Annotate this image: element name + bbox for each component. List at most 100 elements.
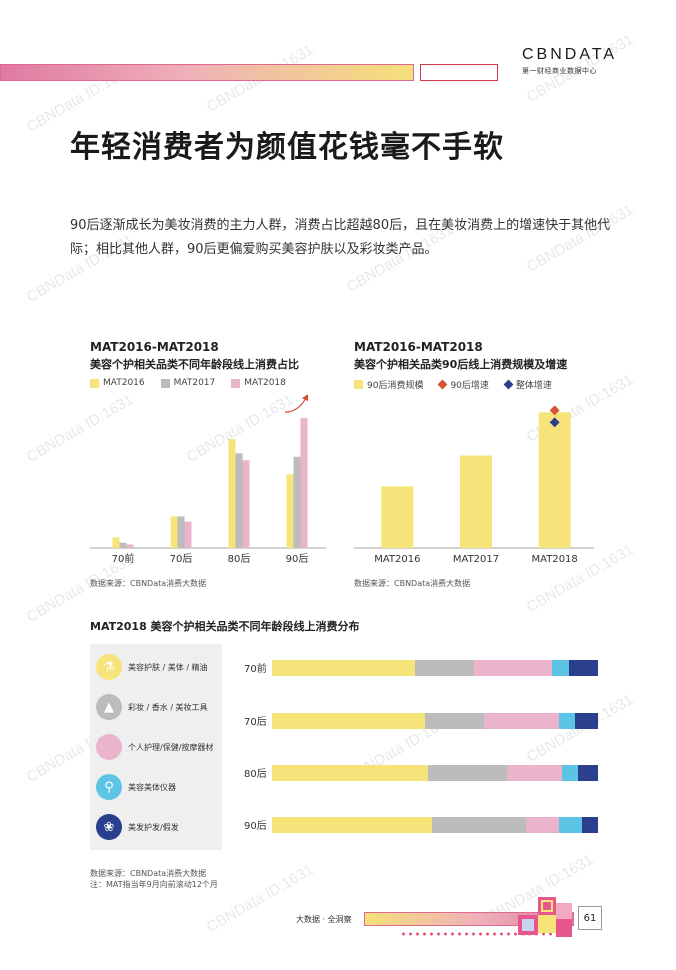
page-title: 年轻消费者为颜值花钱毫不手软 <box>70 130 504 165</box>
category-label: 个人护理/保健/按摩器材 <box>128 742 214 752</box>
legend-item: MAT2018 <box>231 378 286 388</box>
x-tick-label: 90后 <box>286 553 309 565</box>
chart2-period: MAT2016-MAT2018 <box>354 340 483 354</box>
deco-block <box>556 903 572 919</box>
stack-segment-90后-3 <box>558 817 582 833</box>
row-label: 90后 <box>244 821 267 832</box>
stack-segment-80后-4 <box>578 765 598 781</box>
source-note: 注：MAT指当年9月向前滚动12个月 <box>90 880 218 889</box>
x-tick-label: MAT2017 <box>453 554 499 565</box>
hair-care-icon: ❀ <box>96 814 122 840</box>
x-tick-label: 80后 <box>228 553 251 565</box>
category-label: 美容美体仪器 <box>128 782 176 792</box>
category-label: 彩妆 / 香水 / 美妆工具 <box>128 702 208 712</box>
chart1-source: 数据来源：CBNData消费大数据 <box>90 579 207 588</box>
deco-block <box>538 897 556 915</box>
deco-block <box>538 915 556 933</box>
bar-70前-MAT2017 <box>119 542 127 548</box>
bar-90后-MAT2017 <box>293 456 301 548</box>
legend-swatch <box>90 378 99 388</box>
stacked-bar-70前 <box>272 660 598 676</box>
stack-segment-80后-1 <box>428 765 507 781</box>
category-skincare: ⚗ 美容护肤 / 美体 / 精油 <box>96 654 208 680</box>
page-number: 61 <box>578 906 602 930</box>
row-label: 70前 <box>244 664 267 675</box>
bar-MAT2017 <box>460 455 492 548</box>
stack-segment-70前-2 <box>474 660 553 676</box>
legend-item: 整体增速 <box>503 378 552 391</box>
brand-logo: CBNDATA 第一财经商业数据中心 <box>522 46 618 86</box>
stacked-bar-70后 <box>272 713 598 729</box>
chart1-plot: 70前 70后 80后 90后 <box>90 394 326 565</box>
stack-segment-80后-0 <box>272 765 429 781</box>
chart3-source: 数据来源：CBNData消费大数据 注：MAT指当年9月向前滚动12个月 <box>90 868 218 890</box>
chart1-legend: MAT2016 MAT2017 MAT2018 <box>90 378 320 388</box>
stack-segment-70后-1 <box>425 713 484 729</box>
legend-label: MAT2016 <box>103 378 145 388</box>
row-label: 80后 <box>244 769 267 780</box>
growth-arrow-head <box>302 394 308 402</box>
legend-label: MAT2017 <box>173 378 216 388</box>
legend-label: 整体增速 <box>515 381 552 391</box>
logo-wordmark: CBNDATA <box>522 46 618 63</box>
bar-70后-MAT2016 <box>170 516 178 548</box>
legend-label: 90后消费规模 <box>367 381 424 391</box>
category-hair-care: ❀ 美发护发/假发 <box>96 814 179 840</box>
header-outline-box <box>420 64 498 81</box>
makeup-bottles-icon: ▲ <box>96 694 122 720</box>
intro-paragraph: 90后逐渐成长为美妆消费的主力人群，消费占比超越80后，且在美妆消费上的增速快于… <box>70 218 611 257</box>
legend-item: 90后增速 <box>438 378 489 391</box>
legend-label: 90后增速 <box>450 381 489 391</box>
footer-tagline: 大数据 · 全洞察 <box>296 915 352 924</box>
chart3-title: MAT2018 美容个护相关品类不同年龄段线上消费分布 <box>90 620 360 633</box>
bar-90后-MAT2016 <box>286 474 294 548</box>
legend-swatch <box>231 378 241 388</box>
chart1-header: MAT2016-MAT2018 美容个护相关品类不同年龄段线上消费占比 MAT2… <box>90 340 320 388</box>
category-beauty-device: ⚲ 美容美体仪器 <box>96 774 176 800</box>
legend-item: 90后消费规模 <box>354 378 423 391</box>
bar-MAT2016 <box>381 486 414 548</box>
category-label: 美发护发/假发 <box>128 822 179 832</box>
footer-dot-pattern <box>400 930 570 938</box>
chart2-legend: 90后消费规模 90后增速 整体增速 <box>354 378 614 391</box>
beauty-device-icon: ⚲ <box>96 774 122 800</box>
x-tick-label: MAT2016 <box>374 554 420 565</box>
stack-segment-70前-3 <box>552 660 569 676</box>
chart2-header: MAT2016-MAT2018 美容个护相关品类90后线上消费规模及增速 90后… <box>354 340 614 391</box>
footer-decorative-blocks <box>518 897 572 937</box>
legend-label: MAT2018 <box>244 378 286 388</box>
stack-segment-80后-3 <box>562 765 579 781</box>
personal-care-icon <box>96 734 122 760</box>
legend-swatch <box>354 380 363 389</box>
x-tick-label: MAT2018 <box>532 554 578 565</box>
stack-segment-70前-0 <box>272 660 416 676</box>
legend-item: MAT2017 <box>160 378 216 388</box>
stack-segment-90后-4 <box>581 817 598 833</box>
skincare-bottle-icon: ⚗ <box>96 654 122 680</box>
source-line: 数据来源：CBNData消费大数据 <box>90 869 207 878</box>
bar-70前-MAT2016 <box>112 537 120 548</box>
deco-block <box>522 919 534 931</box>
chart1-period: MAT2016-MAT2018 <box>90 340 219 354</box>
bar-80后-MAT2017 <box>235 453 243 548</box>
chart2-plot: MAT2016 MAT2017 MAT2018 <box>354 405 594 565</box>
category-personal-care: 个人护理/保健/按摩器材 <box>96 734 213 760</box>
bar-70前-MAT2018 <box>126 544 134 548</box>
chart2-title: 美容个护相关品类90后线上消费规模及增速 <box>354 358 568 371</box>
legend-item: MAT2016 <box>90 378 145 388</box>
stacked-bar-80后 <box>272 765 598 781</box>
bar-80后-MAT2018 <box>242 460 250 548</box>
stack-segment-70后-2 <box>483 713 559 729</box>
stack-segment-70前-4 <box>568 660 598 676</box>
bar-90后-MAT2018 <box>300 418 308 548</box>
bar-70后-MAT2018 <box>184 521 192 548</box>
chart1-title: 美容个护相关品类不同年龄段线上消费占比 <box>90 358 299 371</box>
x-tick-label: 70前 <box>112 552 135 565</box>
stack-segment-80后-2 <box>506 765 563 781</box>
stack-segment-70后-0 <box>272 713 426 729</box>
bar-80后-MAT2016 <box>228 439 236 548</box>
stack-segment-90后-0 <box>272 817 432 833</box>
stacked-bar-90后 <box>272 817 598 833</box>
stack-segment-90后-1 <box>431 817 527 833</box>
chart2-source: 数据来源：CBNData消费大数据 <box>354 579 471 588</box>
